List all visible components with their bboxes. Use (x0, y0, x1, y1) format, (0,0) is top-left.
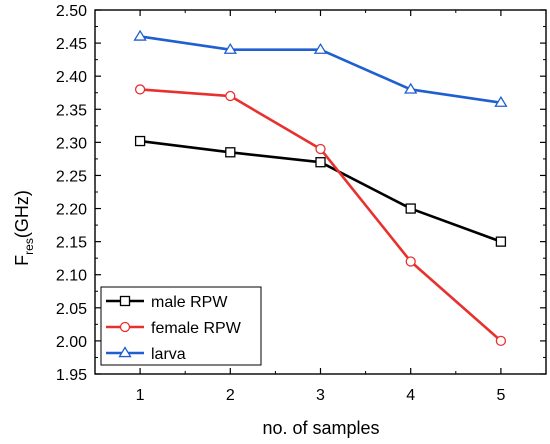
y-tick-label: 2.10 (56, 268, 87, 285)
y-axis-title-unit: (GHz) (12, 190, 32, 238)
x-tick-label: 1 (136, 387, 145, 404)
y-tick-label: 2.45 (56, 36, 87, 53)
series-line-male-rpw (139, 139, 502, 243)
data-point-male-rpw (315, 157, 326, 168)
x-tick-label: 2 (226, 387, 235, 404)
y-tick-label: 2.50 (56, 3, 87, 20)
y-tick-label: 2.25 (56, 168, 87, 185)
axes: 1.95 2.00 2.05 2.10 2.15 2.20 2.25 2.30 2.35 2.40… (56, 3, 547, 404)
legend-marker-male-rpw (119, 295, 131, 307)
y-tick-label: 2.30 (56, 135, 87, 152)
legend-marker-female-rpw (119, 321, 131, 333)
data-point-male-rpw (495, 236, 507, 247)
y-tick-label: 2.35 (56, 102, 87, 119)
y-tick-label: 2.00 (56, 334, 87, 351)
data-point-female-rpw (134, 84, 146, 95)
x-axis-title: no. of samples (262, 418, 379, 438)
legend-label-female-rpw: female RPW (151, 320, 242, 337)
data-point-male-rpw (405, 203, 416, 214)
data-point-larva (494, 95, 508, 107)
y-axis-title-main: F (12, 255, 32, 266)
legend-label-larva: larva (151, 346, 186, 363)
data-point-larva (313, 42, 328, 54)
series-larva (133, 29, 508, 107)
x-tick-label: 5 (496, 387, 505, 404)
y-tick-label: 2.15 (56, 235, 87, 252)
y-axis-title: Fres(GHz) (12, 190, 36, 266)
y-tick-label: 1.95 (56, 367, 87, 384)
x-tick-label: 4 (406, 387, 415, 404)
legend-label-male-rpw: male RPW (151, 294, 228, 311)
data-point-male-rpw (225, 147, 236, 158)
data-point-larva (404, 82, 418, 94)
legend-marker-larva (118, 346, 132, 358)
series-male-rpw (134, 135, 507, 247)
legend: male RPW female RPW larva (100, 286, 262, 366)
y-axis-title-sub: res (22, 238, 36, 255)
series-female-rpw (134, 84, 507, 347)
y-tick-label: 2.40 (56, 69, 87, 86)
data-point-larva (133, 29, 147, 41)
data-point-larva (223, 42, 237, 54)
x-tick-label: 3 (316, 387, 325, 404)
data-point-female-rpw (225, 90, 236, 102)
y-tick-label: 2.05 (56, 301, 87, 318)
data-point-female-rpw (315, 143, 326, 155)
series-layer (133, 29, 508, 347)
data-point-male-rpw (134, 135, 146, 147)
y-tick-label: 2.20 (56, 202, 87, 219)
data-point-female-rpw (495, 335, 507, 347)
data-point-female-rpw (405, 256, 416, 267)
